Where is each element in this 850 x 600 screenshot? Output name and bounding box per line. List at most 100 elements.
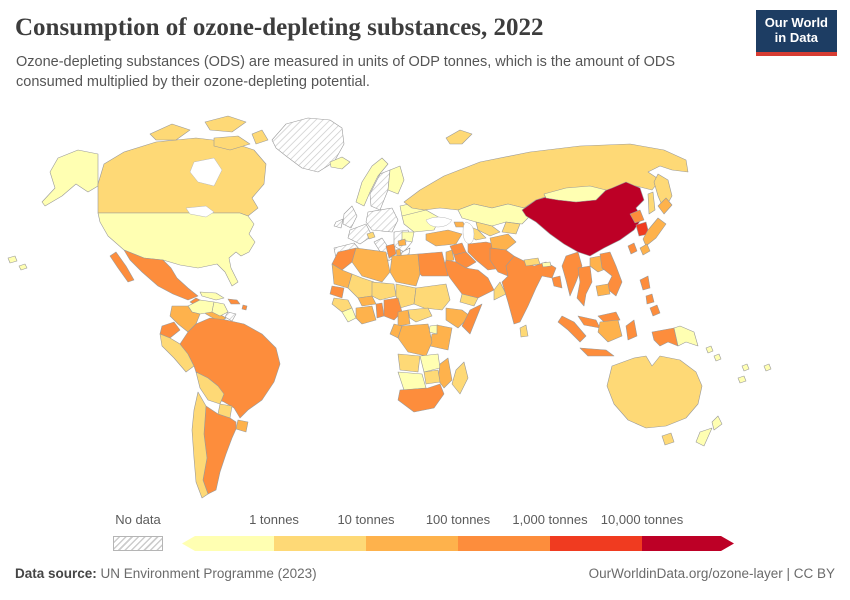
country-uganda[interactable] — [428, 324, 439, 335]
country-greenland[interactable] — [271, 117, 345, 173]
legend-color-segment[interactable] — [550, 536, 642, 551]
country-mexico[interactable] — [123, 249, 199, 301]
country-hawaii[interactable] — [7, 255, 28, 271]
country-uruguay[interactable] — [235, 419, 249, 433]
country-france[interactable] — [347, 223, 373, 245]
legend-no-data[interactable]: No data — [113, 512, 163, 551]
legend-color-segment[interactable] — [366, 536, 458, 551]
country-zimbabwe[interactable] — [423, 369, 441, 385]
country-russia-novaya-zemlya[interactable] — [445, 129, 473, 145]
country-japan-hokkaido[interactable] — [657, 197, 673, 215]
country-nepal[interactable] — [523, 257, 541, 267]
country-tunisia[interactable] — [385, 243, 397, 259]
country-senegal[interactable] — [329, 285, 345, 299]
legend-color-segment[interactable] — [642, 536, 734, 551]
country-cambodia[interactable] — [595, 283, 611, 297]
country-albania[interactable] — [395, 248, 402, 257]
country-kazakhstan[interactable] — [457, 203, 531, 227]
country-jordan-israel[interactable] — [445, 249, 455, 263]
country-japan-kyushu[interactable] — [639, 243, 651, 256]
country-algeria[interactable] — [351, 247, 391, 283]
country-togo-benin[interactable] — [375, 302, 385, 319]
country-indonesia-sumatra[interactable] — [557, 315, 587, 343]
country-niger[interactable] — [371, 281, 397, 301]
country-central-europe[interactable] — [365, 207, 399, 233]
legend-color-segment[interactable] — [274, 536, 366, 551]
country-switzerland[interactable] — [366, 231, 376, 240]
country-bangladesh[interactable] — [551, 275, 563, 289]
country-malaysia-borneo[interactable] — [597, 311, 621, 323]
country-vietnam[interactable] — [599, 251, 623, 297]
country-canada[interactable] — [97, 137, 267, 217]
country-argentina[interactable] — [202, 405, 237, 495]
country-mongolia[interactable] — [543, 185, 607, 203]
country-ivory-coast-ghana[interactable] — [355, 305, 377, 325]
country-australia-tasmania[interactable] — [661, 432, 675, 446]
country-brazil[interactable] — [179, 317, 281, 419]
country-new-zealand-north[interactable] — [711, 415, 723, 431]
country-somalia[interactable] — [461, 303, 483, 335]
country-morocco[interactable] — [331, 247, 357, 271]
country-hispaniola[interactable] — [227, 298, 241, 305]
country-chad[interactable] — [395, 283, 417, 309]
country-suriname[interactable] — [224, 311, 237, 322]
country-bhutan[interactable] — [541, 261, 552, 268]
country-canada-arctic-4[interactable] — [251, 129, 269, 145]
country-mexico-baja[interactable] — [109, 251, 135, 283]
country-madagascar[interactable] — [451, 361, 469, 395]
legend-color-segment[interactable] — [458, 536, 550, 551]
country-zambia[interactable] — [419, 353, 441, 373]
country-sri-lanka[interactable] — [519, 324, 529, 338]
country-ireland[interactable] — [333, 218, 344, 229]
country-uzbekistan[interactable] — [475, 221, 501, 237]
country-indonesia-kalimantan[interactable] — [597, 319, 623, 343]
owid-logo[interactable]: Our World in Data — [755, 10, 837, 56]
country-bolivia[interactable] — [195, 371, 225, 405]
country-iceland[interactable] — [329, 156, 351, 170]
country-ecuador[interactable] — [159, 321, 181, 339]
license-link[interactable]: OurWorldinData.org/ozone-layer | CC BY — [588, 566, 835, 581]
country-thailand[interactable] — [576, 265, 593, 307]
country-indonesia-papua[interactable] — [651, 327, 679, 347]
country-japan-honshu[interactable] — [642, 217, 667, 247]
country-chile[interactable] — [191, 391, 209, 499]
legend-color-segment[interactable] — [182, 536, 274, 551]
country-central-african-republic[interactable] — [407, 307, 433, 323]
country-serbia[interactable] — [397, 238, 407, 247]
country-canada-arctic-3[interactable] — [213, 135, 251, 151]
country-united-kingdom[interactable] — [342, 205, 358, 229]
country-guyana[interactable] — [211, 301, 229, 317]
country-alaska[interactable] — [41, 149, 99, 207]
country-united-states[interactable] — [97, 212, 256, 287]
country-mozambique[interactable] — [437, 357, 453, 389]
country-yemen[interactable] — [459, 293, 479, 307]
country-indonesia-sulawesi[interactable] — [625, 319, 638, 341]
country-russia-sakhalin[interactable] — [647, 191, 656, 215]
country-north-korea[interactable] — [629, 209, 645, 224]
country-new-zealand-south[interactable] — [695, 427, 713, 447]
country-norway[interactable] — [355, 157, 389, 207]
country-philippines-visayas[interactable] — [645, 293, 655, 305]
country-australia[interactable] — [606, 355, 703, 429]
country-indonesia-java[interactable] — [579, 347, 615, 357]
country-afghanistan[interactable] — [489, 233, 517, 251]
country-cuba[interactable] — [199, 291, 225, 301]
country-malaysia-peninsula[interactable] — [577, 315, 601, 329]
country-drc[interactable] — [397, 323, 433, 357]
country-canada-arctic-2[interactable] — [204, 115, 247, 133]
country-pacific-islands[interactable] — [705, 345, 772, 384]
country-canada-arctic-1[interactable] — [149, 123, 191, 141]
country-egypt[interactable] — [417, 251, 449, 277]
country-myanmar[interactable] — [561, 251, 583, 297]
country-taiwan[interactable] — [627, 242, 638, 255]
country-cameroon[interactable] — [397, 309, 411, 327]
country-south-africa[interactable] — [397, 383, 445, 413]
country-philippines-luzon[interactable] — [639, 275, 651, 291]
country-finland[interactable] — [387, 165, 405, 195]
country-angola[interactable] — [397, 353, 421, 373]
country-papua-new-guinea[interactable] — [673, 325, 699, 347]
country-philippines-mindanao[interactable] — [649, 304, 661, 317]
country-namibia-botswana[interactable] — [397, 371, 427, 391]
country-burkina-faso[interactable] — [357, 295, 377, 307]
country-kyrgyzstan-tajikistan[interactable] — [501, 221, 521, 235]
